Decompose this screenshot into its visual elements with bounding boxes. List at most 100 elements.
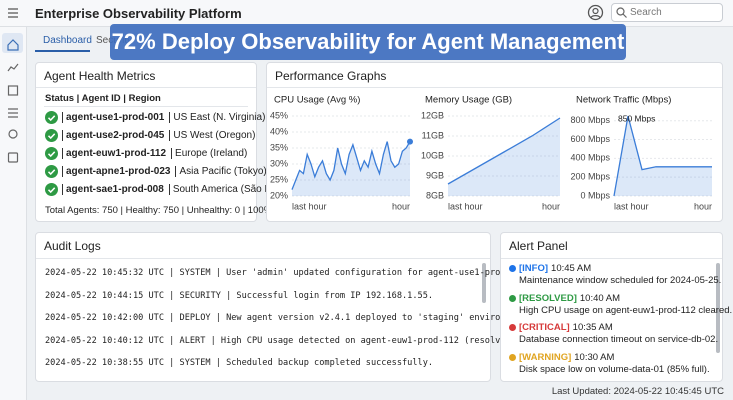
search-placeholder: Search: [630, 7, 662, 18]
status-icon: [45, 147, 58, 160]
line: [447, 117, 561, 185]
area: [614, 116, 712, 196]
x-tick-label: last hour: [448, 201, 483, 211]
chart-title: Memory Usage (GB): [425, 95, 512, 106]
alert-level: [RESOLVED]: [519, 292, 577, 304]
agent-row: agent-use2-prod-045 US West (Oregon): [45, 129, 255, 142]
alert-panel-card: Alert Panel [INFO] 10:45 AM Maintenance wi…: [500, 232, 732, 382]
log-entry: 2024-05-22 10:40:12 UTC | ALERT | High C…: [45, 335, 521, 346]
status-icon: [45, 129, 58, 142]
card-title: Performance Graphs: [275, 69, 387, 83]
agent-row: agent-use1-prod-001 US East (N. Virginia): [45, 111, 265, 124]
alert-time: 10:45 AM: [551, 263, 592, 274]
logs-icon[interactable]: [7, 85, 19, 96]
alert-level: [CRITICAL]: [519, 322, 570, 333]
y-tick-label: 30%: [270, 158, 288, 168]
audit-logs-card: Audit Logs 2024-05-22 10:45:32 UTC | SYS…: [35, 232, 531, 382]
menu-icon[interactable]: [6, 6, 20, 20]
alert-time: 10:35 AM: [572, 322, 613, 333]
home-icon[interactable]: [7, 39, 19, 51]
log-entry: 2024-05-22 10:38:55 UTC | SYSTEM | Sched…: [45, 358, 434, 369]
y-tick-label: 40%: [270, 126, 288, 136]
log-entry: 2024-05-22 10:42:00 UTC | DEPLOY | New a…: [45, 313, 532, 324]
summary: Total Agents: 750 | Healthy: 750 | Unhea…: [45, 205, 305, 216]
y-tick-label: 0 Mbps: [580, 190, 610, 200]
status-icon: [45, 165, 58, 178]
agent-id: agent-apne1-prod-023: [62, 166, 170, 177]
y-tick-label: 20%: [270, 190, 288, 200]
filters-icon[interactable]: [8, 108, 18, 118]
log-entry: 2024-05-22 10:44:15 UTC | SECURITY | Suc…: [45, 290, 434, 301]
y-tick-label: 400 Mbps: [570, 153, 610, 163]
metrics-icon[interactable]: [7, 63, 19, 72]
annotation: 850 Mbps: [618, 113, 655, 123]
y-tick-label: 35%: [270, 142, 288, 152]
card-title: Alert Panel: [509, 239, 568, 253]
chart-title: Network Traffic (Mbps): [576, 95, 671, 106]
alert-message: Database connection timeout on service-d…: [519, 334, 719, 345]
agent-region: South America (São Paulo): [168, 184, 293, 195]
y-tick-label: 25%: [270, 174, 288, 184]
sidebar-icons: [7, 39, 19, 163]
banner: 72% Deploy Observability for Agent Manag…: [110, 24, 626, 60]
alert-header: [INFO] 10:45 AM: [519, 263, 591, 274]
agent-region: Europe (Ireland): [171, 148, 247, 159]
y-tick-label: 45%: [270, 110, 288, 120]
divider: [36, 87, 256, 88]
agent-id: agent-use2-prod-045: [62, 130, 164, 141]
performance-graphs: CPU Usage (Avg %) 20% 25% 30% 35% 40% 45% last …: [270, 95, 712, 212]
alert-header: [WARNING] 10:30 AM: [519, 352, 614, 363]
tab-active[interactable]: Dashboard: [43, 35, 92, 46]
log-entry: 2024-05-22 10:45:32 UTC | SYSTEM | User …: [45, 268, 532, 278]
agent-region: US West (Oregon): [169, 130, 255, 141]
alert-dot: [509, 353, 516, 361]
line: [613, 115, 712, 197]
agent-id: agent-sae1-prod-008: [62, 184, 164, 195]
card-title: Agent Health Metrics: [44, 69, 156, 83]
x-tick-label: last hour: [614, 201, 649, 211]
x-tick-label: hour: [542, 201, 560, 211]
scrollbar[interactable]: [716, 263, 720, 353]
divider: [36, 258, 490, 259]
agent-region: Asia Pacific (Tokyo): [175, 166, 267, 177]
divider: [267, 87, 722, 88]
y-tick-label: 200 Mbps: [570, 172, 610, 182]
alert-message: High CPU usage on agent-euw1-prod-112 cl…: [519, 304, 733, 316]
y-tick-label: 9GB: [426, 170, 444, 180]
agent-row: agent-apne1-prod-023 Asia Pacific (Tokyo): [45, 165, 267, 178]
scrollbar[interactable]: [482, 263, 486, 303]
x-tick-label: hour: [694, 201, 712, 211]
user-icon[interactable]: [587, 4, 604, 21]
x-tick-label: hour: [392, 201, 410, 211]
line: [291, 141, 411, 190]
column-header: Status | Agent ID | Region: [45, 93, 161, 104]
y-tick-label: 11GB: [422, 130, 444, 140]
status-icon: [45, 183, 58, 196]
last-updated: Last Updated: 2024-05-22 10:45:45 UTC: [551, 386, 724, 397]
app-title: Enterprise Observability Platform: [35, 6, 242, 21]
end-marker: [407, 138, 413, 145]
alert-header: [CRITICAL] 10:35 AM: [519, 322, 613, 333]
agent-region: US East (N. Virginia): [169, 112, 265, 123]
agent-health-card: Agent Health Metrics Status | Agent ID |…: [35, 62, 305, 222]
reports-icon[interactable]: [7, 152, 19, 163]
agent-row: agent-sae1-prod-008 South America (São Pa…: [45, 183, 293, 196]
divider: [501, 258, 722, 259]
alert-message: Disk space low on volume-data-01 (85% fu…: [519, 363, 710, 375]
performance-card: Performance Graphs: [266, 62, 723, 222]
y-tick-label: 8GB: [426, 190, 444, 200]
agent-row: agent-euw1-prod-112 Europe (Ireland): [45, 147, 247, 160]
alert-dot: [509, 294, 516, 302]
status-icon: [45, 111, 58, 124]
agent-id: agent-use1-prod-001: [62, 112, 164, 123]
x-tick-label: last hour: [292, 201, 327, 211]
search-box[interactable]: [611, 3, 723, 22]
alert-time: 10:30 AM: [574, 351, 615, 363]
settings-icon[interactable]: [8, 129, 18, 139]
alert-header: [RESOLVED] 10:40 AM: [519, 293, 620, 304]
alert-dot: [509, 265, 516, 272]
divider: [44, 106, 248, 107]
card-title: Audit Logs: [44, 239, 101, 253]
y-tick-label: 12GB: [421, 110, 444, 120]
